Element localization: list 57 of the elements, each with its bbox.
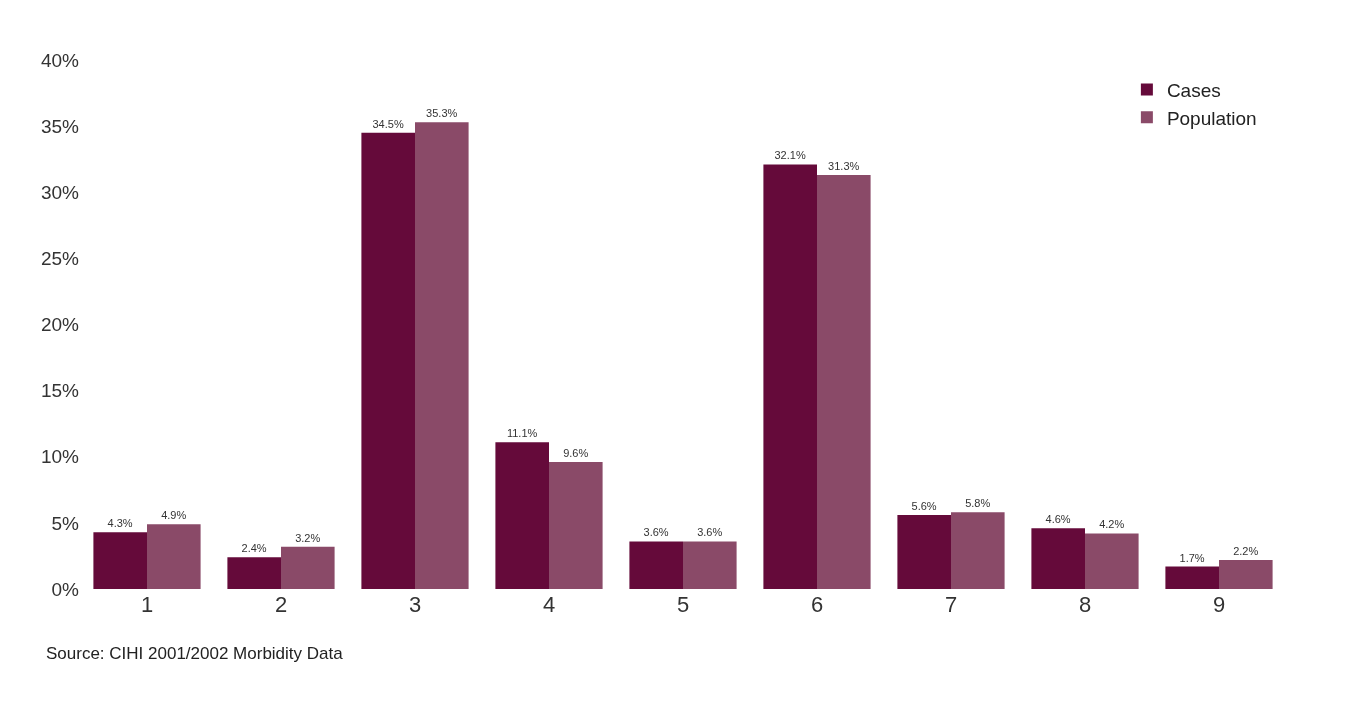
- data-label: 1.7%: [1179, 551, 1205, 564]
- data-label: 4.3%: [107, 517, 133, 530]
- bar: [1085, 533, 1139, 589]
- bar: [817, 175, 871, 589]
- bar: [897, 514, 951, 589]
- y-tick-label: 35%: [40, 115, 80, 137]
- bar: [147, 524, 201, 589]
- data-label: 5.8%: [965, 497, 991, 510]
- data-label: 34.5%: [372, 117, 404, 130]
- data-label: 2.4%: [241, 542, 267, 555]
- x-tick-label: 6: [810, 592, 824, 617]
- bar: [763, 164, 817, 589]
- data-label: 3.6%: [643, 526, 669, 539]
- y-tick-label: 25%: [40, 248, 80, 270]
- bar: [1165, 566, 1219, 589]
- data-label: 32.1%: [774, 149, 806, 162]
- y-tick-label: 0%: [51, 578, 80, 600]
- data-label: 3.2%: [295, 531, 321, 544]
- bar: [1219, 559, 1273, 589]
- bar: [495, 442, 549, 589]
- x-tick-label: 8: [1078, 592, 1092, 617]
- source-note: Source: CIHI 2001/2002 Morbidity Data: [46, 644, 344, 663]
- x-tick-label: 5: [676, 592, 690, 617]
- bar: [361, 132, 415, 589]
- x-tick-label: 4: [542, 592, 556, 617]
- data-label: 3.6%: [697, 526, 723, 539]
- y-tick-label: 20%: [40, 314, 80, 336]
- data-label: 35.3%: [426, 107, 458, 120]
- x-tick-label: 3: [408, 592, 422, 617]
- bar: [227, 557, 281, 589]
- x-tick-label: 9: [1212, 592, 1226, 617]
- bar: [549, 462, 603, 589]
- data-label: 2.2%: [1233, 544, 1259, 557]
- data-label: 4.6%: [1045, 513, 1071, 526]
- x-tick-label: 1: [140, 592, 154, 617]
- bar: [93, 532, 147, 589]
- y-tick-label: 40%: [40, 49, 80, 71]
- data-label: 5.6%: [911, 499, 937, 512]
- bar: [281, 546, 335, 589]
- bar: [415, 122, 469, 589]
- x-tick-label: 7: [944, 592, 958, 617]
- y-tick-label: 30%: [40, 181, 80, 203]
- bar: [1031, 528, 1085, 589]
- data-label: 9.6%: [563, 447, 589, 460]
- data-label: 11.1%: [506, 427, 538, 440]
- bar: [951, 512, 1005, 589]
- bar: [683, 541, 737, 589]
- data-label: 4.2%: [1099, 518, 1125, 531]
- x-tick-label: 2: [274, 592, 288, 617]
- legend-label: Population: [1166, 107, 1257, 129]
- y-tick-label: 10%: [40, 446, 80, 468]
- bar: [629, 541, 683, 589]
- data-label: 4.9%: [161, 509, 187, 522]
- legend-label: Cases: [1166, 79, 1221, 101]
- y-tick-label: 15%: [40, 380, 80, 402]
- data-label: 31.3%: [828, 160, 860, 173]
- y-tick-label: 5%: [51, 512, 80, 534]
